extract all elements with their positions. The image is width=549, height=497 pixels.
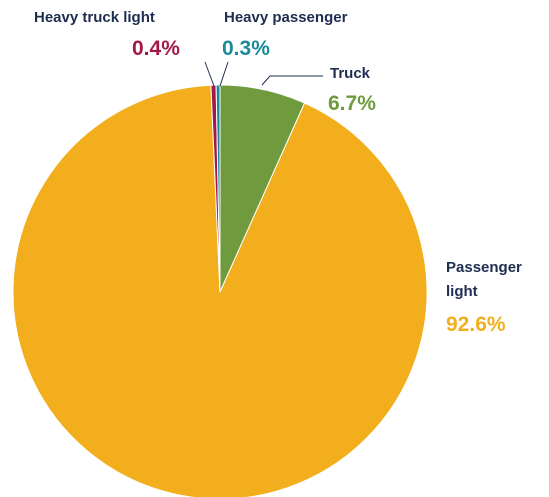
slice-value: 92.6% [446, 313, 506, 336]
slice-value: 0.3% [222, 37, 270, 60]
slice-name: Heavy truck light [34, 9, 155, 26]
leader-line [204, 61, 215, 87]
slice-name: Truck [330, 65, 371, 82]
slice-value: 0.4% [132, 37, 180, 60]
slice-name: Heavy passenger [224, 9, 348, 26]
slice-value: 6.7% [328, 92, 376, 115]
slice-name: Passenger light [446, 259, 522, 300]
pie-slice [12, 84, 428, 497]
leader-line [219, 61, 229, 87]
leader-line [261, 75, 323, 86]
